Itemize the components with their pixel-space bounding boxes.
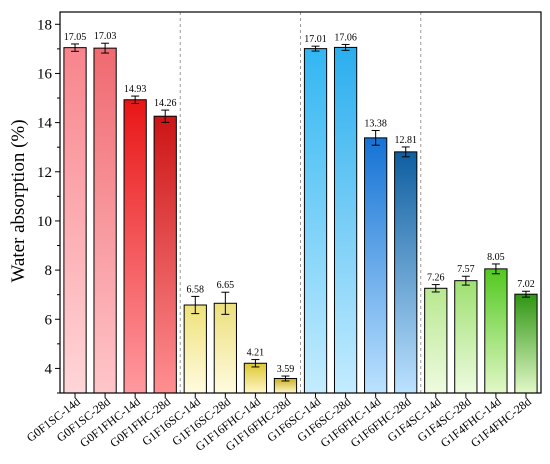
- y-tick-label: 12: [37, 165, 52, 181]
- bar-G1F6SC-28d: [333, 46, 358, 394]
- data-label: 6.65: [217, 280, 235, 291]
- data-label: 7.26: [427, 273, 445, 284]
- data-label: 17.01: [304, 34, 327, 45]
- bar-G0F1SC-28d: [93, 47, 117, 394]
- plot-frame: [59, 11, 542, 394]
- data-label: 6.58: [187, 284, 205, 295]
- data-label: 3.59: [277, 364, 295, 375]
- data-label: 14.93: [124, 84, 147, 95]
- bar-G1F4SC-14d: [424, 287, 448, 394]
- data-label: 17.03: [94, 31, 117, 42]
- bar-G1F4SC-28d: [454, 280, 478, 394]
- bar-G1F4FHC-28d: [514, 293, 538, 394]
- data-label: 8.05: [487, 252, 505, 263]
- y-tick-label: 4: [45, 361, 53, 377]
- y-tick-label: 16: [37, 66, 53, 82]
- y-tick-label: 10: [37, 214, 52, 230]
- bar-G1F6FHC-28d: [394, 151, 418, 394]
- data-label: 14.26: [154, 98, 177, 109]
- bar-G1F16SC-14d: [183, 304, 207, 394]
- y-axis-title: Water absorption (%): [8, 119, 29, 282]
- bar-G0F1FHC-14d: [123, 99, 147, 394]
- data-label: 13.38: [364, 118, 387, 129]
- bar-G0F1FHC-28d: [153, 115, 177, 394]
- bar-G1F4FHC-14d: [484, 268, 508, 394]
- bar-G1F6FHC-14d: [364, 137, 388, 394]
- bar-G1F6SC-14d: [303, 48, 328, 394]
- data-label: 7.02: [517, 279, 535, 290]
- y-tick-label: 18: [37, 17, 52, 33]
- data-label: 17.05: [64, 32, 87, 43]
- y-tick-label: 14: [37, 116, 53, 132]
- bar-G1F16SC-28d: [213, 302, 237, 394]
- data-label: 17.06: [334, 32, 357, 43]
- bar-G0F1SC-14d: [63, 47, 87, 394]
- data-label: 7.57: [457, 264, 475, 275]
- y-tick-label: 6: [45, 312, 53, 328]
- y-tick-label: 8: [45, 263, 53, 279]
- bar-G1F16FHC-14d: [243, 362, 268, 394]
- data-label: 4.21: [247, 348, 265, 359]
- data-label: 12.81: [394, 135, 417, 146]
